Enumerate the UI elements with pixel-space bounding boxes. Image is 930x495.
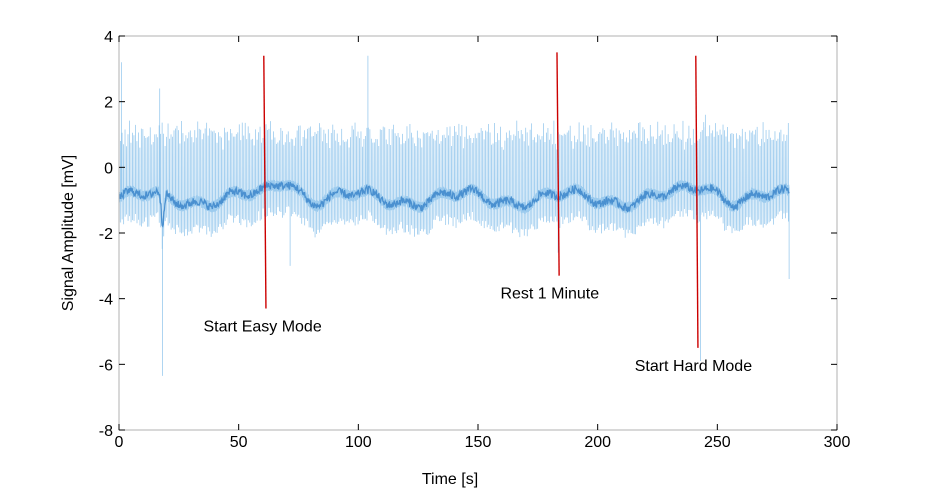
event-layer: Start Easy Mode Rest 1 Minute Start Hard M… [203,52,752,375]
x-tick-label: 100 [345,434,372,451]
y-tick-label: -4 [99,292,113,309]
event-annotation-label: Start Hard Mode [635,358,752,375]
x-tick-label: 250 [704,434,731,451]
y-axis-label: Signal Amplitude [mV] [60,155,77,312]
plot-background [119,36,837,430]
event-marker-line [695,55,699,348]
x-tick-label: 300 [824,434,851,451]
y-tick-label: 2 [104,95,113,112]
tick-layer: 0 50 100 150 200 250 300 -8 -6 -4 -2 0 2 4 [99,29,851,451]
event-annotation-label: Start Easy Mode [203,319,321,336]
signal-line-baseline [118,181,790,228]
y-tick-label: 0 [104,160,113,177]
x-tick-label: 50 [230,434,248,451]
x-tick-label: 150 [465,434,492,451]
x-tick-label: 0 [115,434,124,451]
y-tick-label: -6 [99,357,113,374]
x-tick-label: 200 [584,434,611,451]
event-annotation-label: Rest 1 Minute [500,286,599,303]
event-marker-line [263,55,267,309]
x-axis-label: Time [s] [422,471,478,488]
y-tick-label: -2 [99,226,113,243]
y-tick-label: 4 [104,29,113,46]
signal-layer [118,55,790,376]
event-marker-line [556,52,560,276]
y-tick-label: -8 [99,423,113,440]
